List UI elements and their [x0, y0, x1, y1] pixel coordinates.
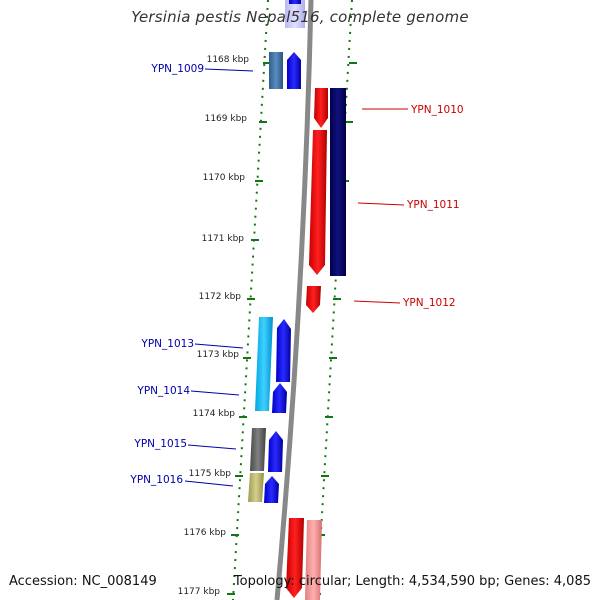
ruler-label: 1172 kbp — [199, 292, 242, 302]
gene-ypn-1013-feature — [255, 317, 273, 411]
gene-ypn-1010-feature — [330, 88, 346, 276]
gene-label-ypn-1009[interactable]: YPN_1009 — [150, 63, 204, 75]
ruler-label: 1171 kbp — [202, 234, 245, 244]
topology-text: Topology: circular; Length: 4,534,590 bp… — [233, 574, 591, 589]
gene-ypn-1013-arrow — [276, 319, 291, 382]
gene-label-ypn-1013[interactable]: YPN_1013 — [140, 338, 194, 350]
gene-ypn-1011-arrow — [309, 130, 327, 275]
gene-ypn-1016-arrow — [264, 476, 279, 503]
gene-label-ypn-1015[interactable]: YPN_1015 — [133, 438, 187, 450]
ruler-label: 1174 kbp — [193, 409, 236, 419]
leader-ypn-1013 — [194, 343, 244, 349]
gene-label-ypn-1014[interactable]: YPN_1014 — [136, 385, 190, 397]
gene-ypn-1010-arrow — [314, 88, 328, 128]
genome-backbone — [274, 0, 314, 600]
genome-title: Yersinia pestis Nepal516, complete genom… — [131, 8, 469, 26]
gene-label-ypn-1012[interactable]: YPN_1012 — [402, 297, 456, 309]
ruler-label: 1175 kbp — [189, 469, 232, 479]
gene-label-ypn-1016[interactable]: YPN_1016 — [129, 474, 183, 486]
leader-ypn-1014 — [190, 390, 240, 396]
leader-ypn-1015 — [187, 444, 237, 450]
ruler-label: 1170 kbp — [203, 173, 246, 183]
leader-ypn-1016 — [184, 480, 234, 487]
gene-ypn-1015-arrow — [268, 431, 283, 472]
gene-ypn-1009-arrow — [287, 52, 301, 89]
gene-ypn-1014-arrow — [272, 383, 287, 413]
gene-label-ypn-1010[interactable]: YPN_1010 — [410, 104, 464, 116]
gene-ypn-1015-feature — [250, 428, 266, 471]
ruler-label: 1176 kbp — [184, 528, 227, 538]
ruler-label: 1169 kbp — [205, 114, 248, 124]
ruler-label: 1177 kbp — [178, 587, 221, 597]
gene-partial-top-highlight — [285, 0, 305, 28]
gene-ypn-1016-feature — [248, 473, 264, 502]
accession-text: Accession: NC_008149 — [9, 574, 157, 589]
gene-bottom-red-arrow — [286, 518, 304, 598]
ruler-label: 1173 kbp — [197, 350, 240, 360]
ruler-labels: 1168 kbp 1169 kbp 1170 kbp 1171 kbp 1172… — [178, 55, 250, 597]
gene-bottom-pink-feature — [305, 520, 322, 600]
gene-ypn-1012-arrow — [306, 286, 321, 313]
gene-partial-top — [289, 0, 301, 4]
leader-ypn-1009 — [204, 68, 254, 72]
gene-ypn-1009-feature — [269, 52, 283, 89]
gene-label-ypn-1011[interactable]: YPN_1011 — [406, 199, 460, 211]
leader-ypn-1011 — [357, 202, 405, 206]
ruler-label: 1168 kbp — [207, 55, 250, 65]
leader-ypn-1012 — [353, 300, 401, 304]
